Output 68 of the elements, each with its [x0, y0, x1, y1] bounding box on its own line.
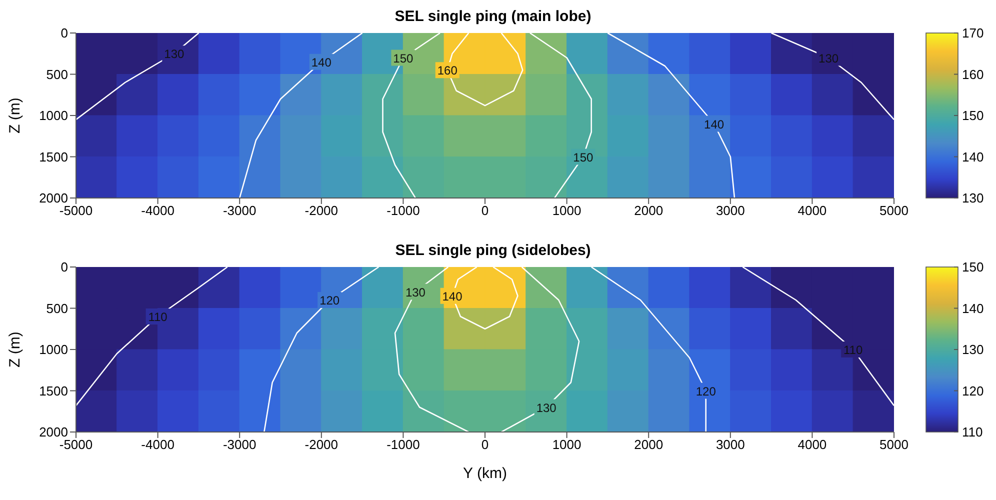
color-bar-label: 110: [962, 424, 983, 440]
chart-title: SEL single ping (main lobe): [394, 8, 592, 25]
annotation: 110: [148, 310, 168, 324]
y-tick-label: 0: [60, 26, 68, 41]
line-series: [238, 33, 363, 198]
x-tick-label: 3000: [716, 203, 745, 218]
color-bar-label: 130: [962, 342, 984, 357]
annotation: 150: [393, 51, 414, 66]
x-axis-title: Y (km): [463, 465, 507, 482]
annotation: 130: [536, 400, 557, 415]
x-tick-label: 4000: [798, 437, 827, 452]
y-tick-label: 1500: [39, 383, 68, 398]
y-tick-label: 1000: [39, 342, 68, 358]
x-tick-label: -4000: [141, 437, 174, 452]
color-bar-label: 150: [962, 260, 984, 274]
line-series: [742, 267, 894, 406]
x-tick-label: -5000: [59, 437, 93, 452]
annotation: 130: [405, 285, 426, 300]
annotation: 120: [320, 294, 340, 308]
annotation: 130: [818, 51, 839, 66]
y-axis-title: Z (m): [6, 98, 24, 134]
color-bar-label: 140: [962, 149, 984, 164]
x-tick-label: 1000: [552, 203, 582, 218]
y-tick-label: 1000: [39, 108, 68, 124]
y-tick-label: 500: [46, 300, 68, 316]
color-bar-label: 170: [962, 26, 984, 40]
y-tick-label: 2000: [39, 424, 68, 440]
annotation: 140: [442, 289, 463, 304]
y-axis-title: Z (m): [6, 332, 24, 368]
x-tick-label: 3000: [716, 437, 745, 452]
annotation: 130: [164, 47, 184, 62]
y-tick-label: 500: [46, 66, 68, 82]
line-series: [394, 267, 470, 432]
x-tick-label: -3000: [222, 437, 256, 452]
line-series: [500, 267, 580, 432]
line-series: [263, 267, 380, 432]
x-tick-label: 2000: [634, 437, 664, 452]
x-tick-label: -3000: [222, 203, 256, 218]
x-tick-label: -5000: [59, 203, 93, 218]
x-tick-label: 0: [481, 203, 489, 218]
x-tick-label: 5000: [880, 437, 908, 452]
line-series: [76, 33, 200, 120]
line-series: [76, 267, 228, 406]
x-tick-label: -1000: [386, 437, 420, 452]
x-tick-label: 4000: [798, 203, 827, 218]
annotation: 160: [437, 64, 458, 78]
line-series: [770, 33, 894, 120]
x-tick-label: -4000: [141, 203, 174, 218]
annotation: 140: [311, 55, 332, 70]
x-tick-label: -2000: [304, 437, 338, 452]
line-series: [607, 33, 736, 198]
x-tick-label: 1000: [552, 437, 582, 452]
x-tick-label: -1000: [386, 203, 420, 218]
y-tick-label: 2000: [39, 190, 68, 206]
annotation: 140: [704, 117, 724, 132]
y-tick-label: 1500: [39, 149, 68, 164]
annotation: 120: [696, 384, 716, 398]
x-tick-label: -2000: [304, 203, 338, 218]
color-bar-label: 140: [962, 300, 984, 316]
color-bar-label: 130: [962, 190, 984, 206]
y-tick-label: 0: [60, 260, 68, 275]
x-tick-label: 2000: [634, 203, 664, 218]
x-tick-label: 0: [481, 437, 489, 452]
chart-title: SEL single ping (sidelobes): [395, 242, 591, 259]
color-bar-label: 120: [962, 383, 984, 398]
x-tick-label: 5000: [880, 203, 908, 218]
color-bar-label: 160: [962, 66, 984, 82]
color-bar-label: 150: [962, 108, 984, 123]
